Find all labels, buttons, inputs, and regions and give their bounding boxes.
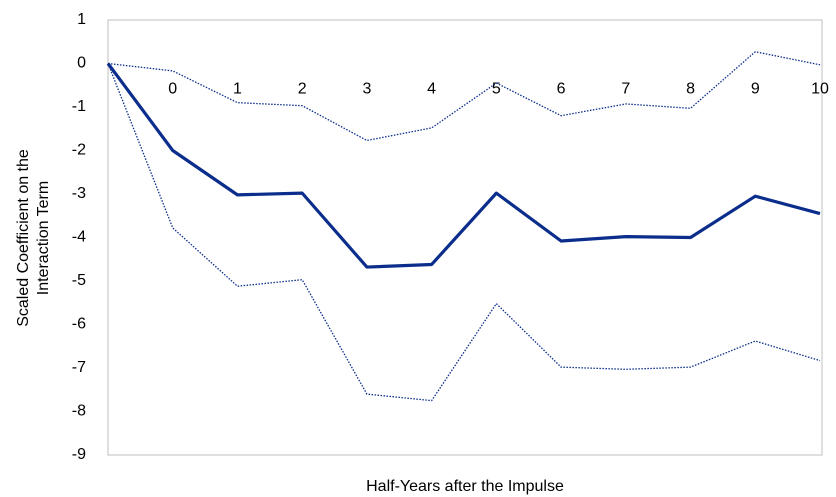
x-tick-label: 8 [686,81,695,98]
x-tick-label: 5 [492,81,501,98]
y-axis-title: Interaction Term [35,181,52,295]
x-tick-label: 3 [362,81,371,98]
x-tick-label: 7 [621,81,630,98]
x-axis-title: Half-Years after the Impulse [366,478,564,495]
plot-frame [107,19,823,456]
y-tick-label: -8 [72,403,86,420]
x-tick-label: 6 [557,81,566,98]
x-tick-label: 1 [233,81,242,98]
x-tick-label: 4 [427,81,436,98]
y-tick-label: -9 [72,446,86,463]
y-tick-label: -1 [72,98,86,115]
y-tick-label: -7 [72,359,86,376]
y-tick-label: 0 [77,55,86,72]
x-tick-label: 2 [298,81,307,98]
y-tick-label: -3 [72,185,86,202]
y-tick-label: 1 [77,11,86,28]
x-tick-label: 0 [168,81,177,98]
y-axis-title: Scaled Coefficient on the [15,149,32,327]
x-tick-label: 10 [811,81,829,98]
y-tick-label: -4 [72,229,86,246]
y-tick-label: -5 [72,272,86,289]
y-tick-label: -2 [72,142,86,159]
confidence-line [107,63,821,402]
estimate-line [106,62,821,269]
y-tick-label: -6 [72,316,86,333]
x-tick-label: 9 [751,81,760,98]
confidence-line [107,51,821,142]
